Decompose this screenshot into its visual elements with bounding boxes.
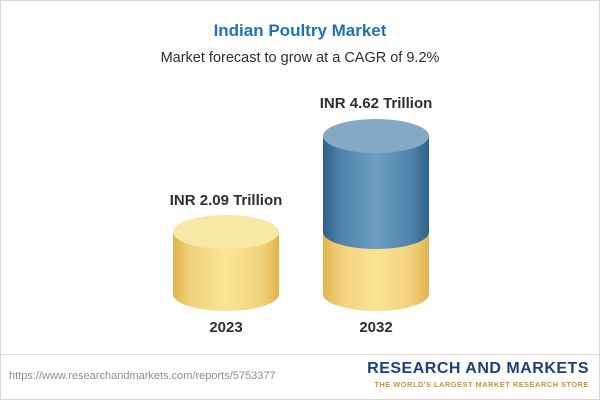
cylinder-2032-growth-segment bbox=[323, 119, 429, 249]
value-label-2032: INR 4.62 Trillion bbox=[319, 95, 433, 112]
logo-name-text: RESEARCH AND MARKETS bbox=[367, 360, 589, 377]
cylinder-2023-body bbox=[173, 215, 279, 311]
researchandmarkets-logo: RESEARCH AND MARKETS THE WORLD'S LARGEST… bbox=[367, 360, 589, 389]
axis-label-2023: 2023 bbox=[209, 319, 243, 336]
bar-chart: INR 2.09 Trillion INR 4.62 Trillion 2023… bbox=[1, 86, 599, 356]
cylinder-2023-top-cap bbox=[173, 215, 279, 249]
logo-tagline-text: THE WORLD'S LARGEST MARKET RESEARCH STOR… bbox=[374, 379, 589, 389]
axis-label-2032: 2032 bbox=[359, 319, 393, 336]
cylinder-bar-2023 bbox=[173, 215, 279, 311]
chart-subtitle: Market forecast to grow at a CAGR of 9.2… bbox=[160, 50, 440, 66]
chart-title: Indian Poultry Market bbox=[213, 21, 387, 40]
value-label-2023: INR 2.09 Trillion bbox=[169, 192, 283, 209]
footer: https://www.researchandmarkets.com/repor… bbox=[1, 354, 599, 399]
cylinder-2032-top-cap bbox=[323, 119, 429, 153]
cylinder-bar-2032 bbox=[323, 119, 429, 311]
report-url-link[interactable]: https://www.researchandmarkets.com/repor… bbox=[9, 370, 276, 382]
